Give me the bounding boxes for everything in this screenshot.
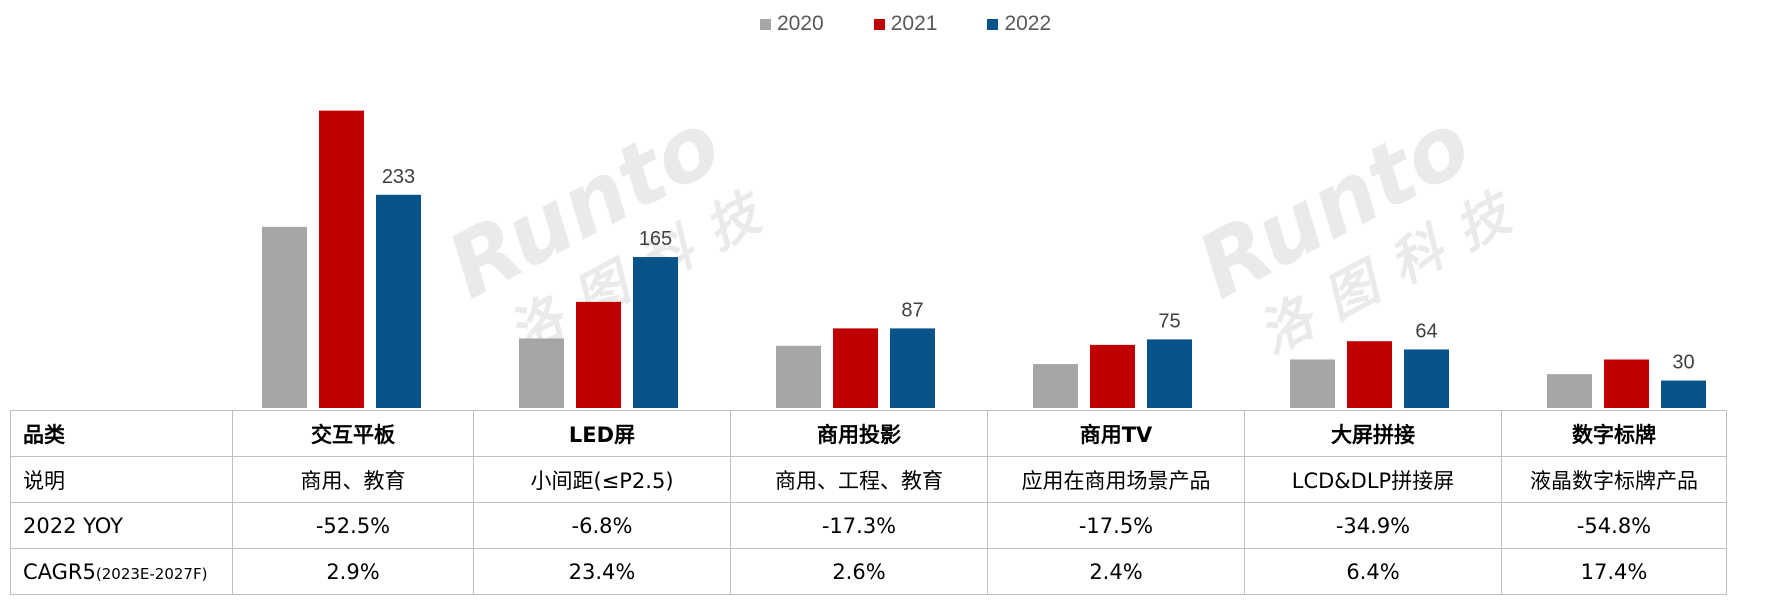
table-cell: 2.9%: [232, 548, 474, 595]
bar-2022-2: [890, 328, 935, 408]
table-row-yoy: 2022 YOY -52.5% -6.8% -17.3% -17.5% -34.…: [10, 502, 1727, 549]
watermark-right: Runto 洛图科技: [1182, 91, 1539, 366]
legend: 2020 2021 2022: [760, 12, 1051, 36]
table-row-description: 说明 商用、教育 小间距(≤P2.5) 商用、工程、教育 应用在商用场景产品 L…: [10, 456, 1727, 503]
cagr-label: CAGR5: [23, 559, 96, 584]
table-cell: 6.4%: [1244, 548, 1502, 595]
table-category: 商用TV: [987, 410, 1245, 457]
bar-2022-1: [633, 257, 678, 408]
legend-item-2021: 2021: [873, 12, 938, 36]
data-label-2022-0: 233: [382, 166, 415, 188]
data-label-2022-4: 64: [1415, 320, 1437, 342]
bar-2021-5: [1604, 359, 1649, 408]
legend-swatch: [873, 18, 885, 30]
table-cell: -54.8%: [1501, 502, 1727, 549]
table-cell: 液晶数字标牌产品: [1501, 456, 1727, 503]
legend-item-2020: 2020: [760, 12, 824, 36]
table-cell: 2.4%: [987, 548, 1245, 595]
bar-2020-5: [1547, 374, 1592, 408]
bar-2022-3: [1147, 339, 1192, 408]
legend-swatch: [760, 18, 771, 30]
table-header-row: 品类 交互平板 LED屏 商用投影 商用TV 大屏拼接 数字标牌: [10, 410, 1727, 457]
table-cell: 商用、教育: [232, 456, 474, 503]
table-cell: 23.4%: [473, 548, 731, 595]
table-row-label: CAGR5(2023E-2027F): [10, 548, 233, 595]
table-cell: 17.4%: [1501, 548, 1727, 595]
table-cell: -17.3%: [730, 502, 988, 549]
table-category: 大屏拼接: [1244, 410, 1502, 457]
table-cell: -6.8%: [473, 502, 731, 549]
table-cell: -52.5%: [232, 502, 474, 549]
legend-label: 2022: [1004, 12, 1052, 35]
table-cell: LCD&DLP拼接屏: [1244, 456, 1502, 503]
bar-2020-3: [1033, 364, 1078, 408]
bar-2020-1: [519, 338, 564, 408]
table-cell: -34.9%: [1244, 502, 1502, 549]
table-cell: -17.5%: [987, 502, 1245, 549]
table-cell: 商用、工程、教育: [730, 456, 988, 503]
bar-2020-4: [1290, 359, 1335, 408]
data-label-2022-3: 75: [1158, 310, 1180, 332]
table-cell: 2.6%: [730, 548, 988, 595]
bar-2021-0: [319, 110, 364, 408]
bars-group: 233 165 87 75 64 30: [262, 110, 1706, 408]
legend-item-2022: 2022: [987, 12, 1051, 36]
data-label-2022-5: 30: [1672, 352, 1694, 374]
legend-label: 2020: [777, 12, 824, 35]
cagr-label-sub: (2023E-2027F): [95, 564, 208, 583]
data-label-2022-2: 87: [901, 299, 923, 321]
bar-2021-4: [1347, 341, 1392, 408]
table-row-cagr: CAGR5(2023E-2027F) 2.9% 23.4% 2.6% 2.4% …: [10, 548, 1727, 595]
table-header-label: 品类: [10, 410, 233, 457]
bar-2022-0: [376, 194, 421, 408]
table-category: 交互平板: [232, 410, 474, 457]
data-label-2022-1: 165: [639, 228, 672, 250]
table-cell: 小间距(≤P2.5): [473, 456, 731, 503]
legend-swatch: [987, 18, 999, 30]
table-row-label: 2022 YOY: [10, 502, 233, 549]
bar-2021-3: [1090, 344, 1135, 408]
table-cell: 应用在商用场景产品: [987, 456, 1245, 503]
bar-2021-2: [833, 328, 878, 408]
table-category: 商用投影: [730, 410, 988, 457]
data-table: 品类 交互平板 LED屏 商用投影 商用TV 大屏拼接 数字标牌 说明 商用、教…: [10, 410, 1727, 595]
bar-2020-0: [262, 226, 307, 408]
table-row-label: 说明: [10, 456, 233, 503]
bar-2022-4: [1404, 349, 1449, 408]
table-category: LED屏: [473, 410, 731, 457]
bar-2020-2: [776, 345, 821, 408]
table-category: 数字标牌: [1501, 410, 1727, 457]
legend-label: 2021: [890, 12, 938, 35]
bar-2022-5: [1661, 380, 1706, 408]
bar-2021-1: [576, 301, 621, 408]
